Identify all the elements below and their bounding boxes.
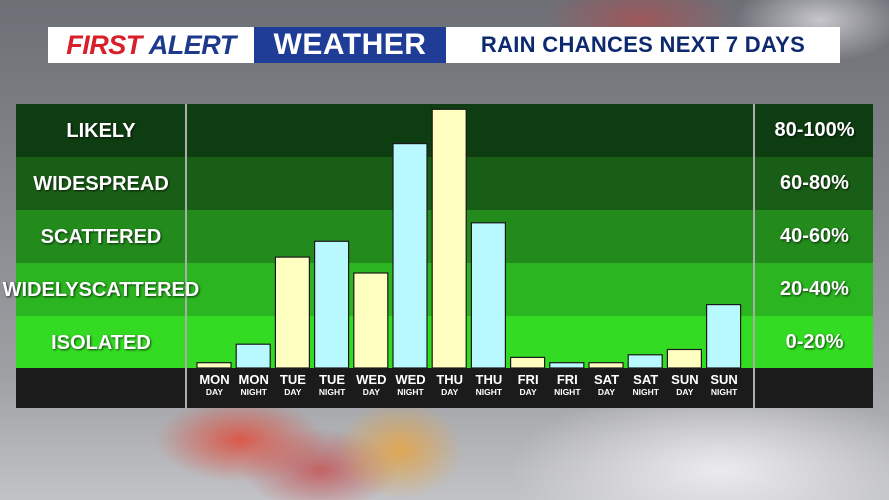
band-label: LIKELY	[16, 104, 186, 157]
rain-chance-chart: LIKELY 80-100% WIDESPREAD 60-80% SCATTERED 40…	[3, 104, 873, 408]
x-tick-period: DAY	[441, 387, 459, 397]
bars-layer	[196, 108, 742, 369]
bar-wed-night	[392, 142, 428, 369]
left-divider	[185, 104, 187, 408]
x-tick-day: MON	[199, 372, 230, 387]
bar-wed-day	[353, 272, 389, 369]
x-tick-day: SAT	[593, 372, 620, 387]
x-tick-period: DAY	[362, 387, 380, 397]
x-tick-period: DAY	[519, 387, 537, 397]
x-tick-label: MON NIGHT	[234, 372, 273, 398]
bar-fri-day	[510, 356, 546, 369]
first-alert-logo: FIRST ALERT	[48, 27, 254, 63]
x-tick-day: FRI	[556, 372, 578, 387]
band-range: 0-20%	[785, 331, 844, 353]
bar-tue-day	[274, 256, 310, 369]
x-tick-label: TUE DAY	[273, 372, 312, 398]
x-tick-period: NIGHT	[475, 387, 503, 397]
band-range: 20-40%	[780, 278, 849, 300]
right-divider	[753, 104, 755, 408]
x-axis-strip	[16, 368, 873, 408]
x-tick-label: SAT DAY	[587, 372, 626, 398]
x-tick-day: TUE	[279, 372, 306, 387]
band-range: 40-60%	[780, 225, 849, 247]
x-tick-day: WED	[356, 372, 387, 387]
x-tick-label: FRI DAY	[509, 372, 548, 398]
x-tick-label: MON DAY	[195, 372, 234, 398]
chart-title: RAIN CHANCES NEXT 7 DAYS	[446, 27, 840, 63]
band-range: 80-100%	[774, 119, 855, 141]
x-tick-day: TUE	[319, 372, 346, 387]
bar-thu-day	[431, 108, 467, 369]
title-banner: FIRST ALERT WEATHER RAIN CHANCES NEXT 7 …	[48, 27, 840, 63]
x-tick-day: FRI	[517, 372, 539, 387]
x-tick-period: DAY	[205, 387, 224, 397]
x-tick-day: MON	[238, 372, 269, 387]
x-tick-period: DAY	[676, 387, 694, 397]
x-tick-label: SUN NIGHT	[705, 372, 744, 398]
band-label-line: LIKELY	[66, 119, 136, 142]
x-tick-label: SAT NIGHT	[626, 372, 665, 398]
x-tick-period: NIGHT	[554, 387, 581, 397]
bar-mon-night	[235, 343, 271, 369]
bar-sun-day	[666, 348, 703, 369]
x-tick-day: WED	[395, 372, 426, 387]
band-label-line: WIDESPREAD	[33, 172, 169, 195]
x-tick-day: SUN	[710, 372, 738, 387]
x-tick-period: NIGHT	[318, 387, 346, 397]
x-tick-period: NIGHT	[397, 387, 424, 397]
weather-label: WEATHER	[254, 27, 446, 63]
x-tick-day: THU	[475, 372, 503, 387]
x-tick-label: TUE NIGHT	[313, 372, 352, 398]
x-tick-period: NIGHT	[710, 387, 738, 397]
bar-sat-night	[627, 354, 663, 369]
band-label-line: ISOLATED	[51, 331, 151, 354]
x-tick-label: SUN DAY	[665, 372, 704, 398]
x-tick-label: THU NIGHT	[469, 372, 508, 398]
bar-thu-night	[470, 222, 506, 369]
band-label-line: SCATTERED	[40, 225, 162, 248]
x-tick-label: THU DAY	[430, 372, 469, 398]
first-text: FIRST	[66, 29, 142, 60]
bar-sun-night	[705, 304, 742, 369]
x-tick-label: WED NIGHT	[391, 372, 430, 398]
x-tick-label: WED DAY	[352, 372, 391, 398]
x-tick-day: SAT	[633, 372, 659, 387]
band-label-line: SCATTERED	[78, 278, 200, 301]
x-tick-period: DAY	[597, 387, 616, 397]
x-tick-period: NIGHT	[632, 387, 659, 397]
band-label: SCATTERED	[16, 210, 186, 263]
x-tick-period: DAY	[284, 387, 302, 397]
band-label: WIDELY SCATTERED	[3, 263, 200, 316]
bar-sat-day	[588, 362, 624, 369]
bar-tue-night	[314, 240, 350, 369]
alert-text: ALERT	[148, 29, 237, 60]
x-tick-period: NIGHT	[240, 387, 267, 397]
band-label: ISOLATED	[16, 316, 186, 369]
bar-fri-night	[549, 362, 585, 369]
band-label: WIDESPREAD	[16, 157, 186, 210]
x-tick-day: SUN	[671, 372, 699, 387]
band-range: 60-80%	[780, 172, 849, 194]
x-tick-label: FRI NIGHT	[548, 372, 587, 398]
x-tick-day: THU	[436, 372, 464, 387]
bar-mon-day	[196, 362, 232, 369]
band-label-line: WIDELY	[2, 278, 79, 301]
